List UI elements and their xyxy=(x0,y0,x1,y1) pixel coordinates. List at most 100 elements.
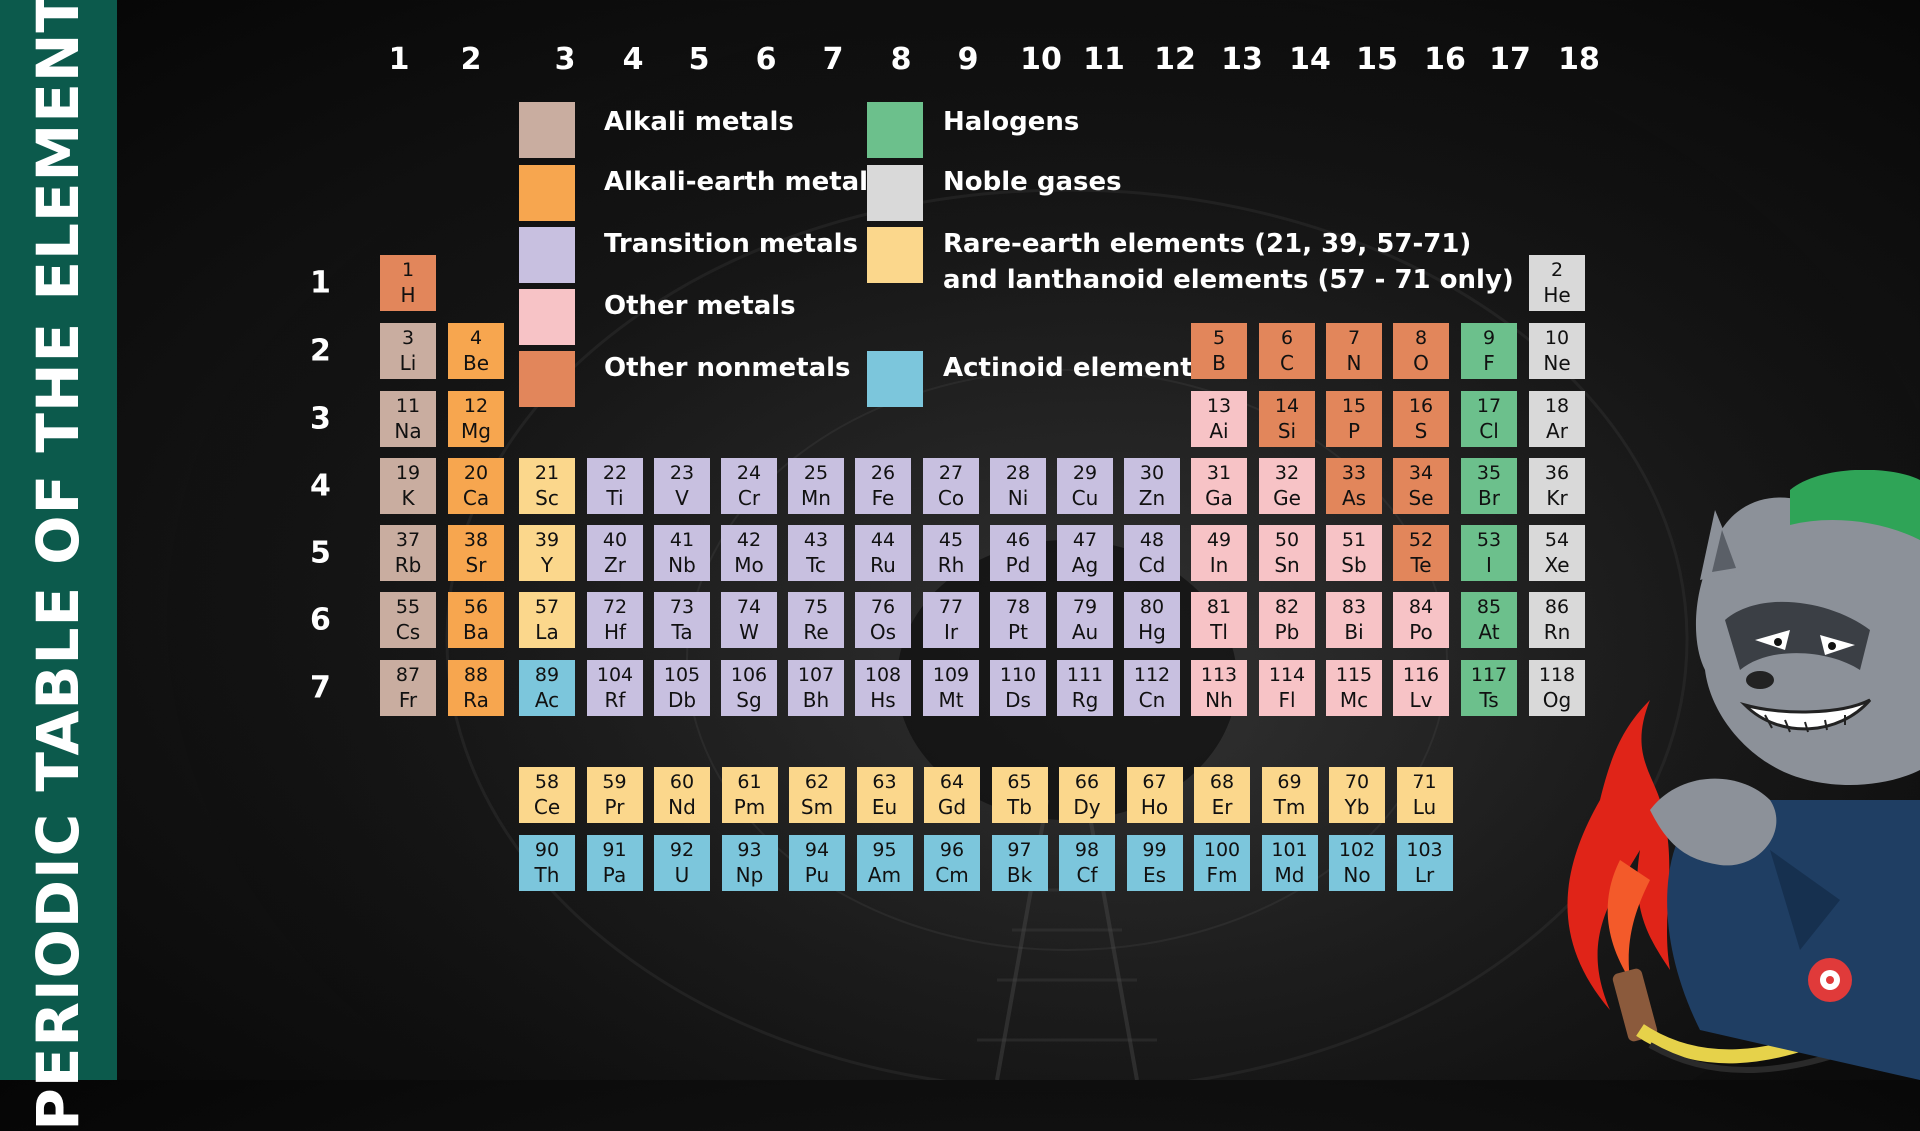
atomic-number: 41 xyxy=(669,529,695,551)
group-label: 10 xyxy=(1020,42,1062,77)
element-cell: 105 Db xyxy=(654,660,710,716)
atomic-number: 90 xyxy=(534,839,560,861)
legend-label-line: Rare-earth elements (21, 39, 57-71) xyxy=(943,229,1472,259)
atomic-number: 33 xyxy=(1341,462,1367,484)
atomic-number: 43 xyxy=(803,529,829,551)
element-symbol: Li xyxy=(399,351,417,375)
atomic-number: 115 xyxy=(1335,664,1373,686)
group-label: 8 xyxy=(890,42,912,77)
element-symbol: Fl xyxy=(1278,688,1296,712)
element-symbol: Lr xyxy=(1414,863,1435,887)
element-symbol: Po xyxy=(1409,620,1433,644)
element-cell: 45 Rh xyxy=(923,525,979,581)
group-label: 9 xyxy=(957,42,979,77)
atomic-number: 63 xyxy=(872,771,897,793)
element-symbol: Hs xyxy=(870,688,896,712)
element-cell: 61 Pm xyxy=(721,767,778,823)
element-cell: 106 Sg xyxy=(721,660,777,716)
legend-label-alkali: Alkali metals xyxy=(604,107,794,137)
atomic-number: 23 xyxy=(669,462,695,484)
legend-label-line: Other nonmetals xyxy=(604,353,851,383)
element-symbol: Cs xyxy=(395,620,421,644)
element-symbol: Rg xyxy=(1071,688,1099,712)
atomic-number: 65 xyxy=(1007,771,1032,793)
element-cell: 91 Pa xyxy=(586,835,643,891)
element-symbol: Zr xyxy=(604,553,626,577)
atomic-number: 74 xyxy=(736,596,762,618)
atomic-number: 60 xyxy=(669,771,695,793)
group-label: 16 xyxy=(1424,42,1466,77)
atomic-number: 67 xyxy=(1142,771,1167,793)
element-symbol: Bi xyxy=(1344,620,1364,644)
element-cell: 86 Rn xyxy=(1529,592,1585,648)
element-cell: 14 Si xyxy=(1259,391,1315,447)
atomic-number: 58 xyxy=(534,771,560,793)
group-label: 14 xyxy=(1289,42,1331,77)
element-cell: 54 Xe xyxy=(1529,525,1585,581)
atomic-number: 30 xyxy=(1139,462,1165,484)
atomic-number: 37 xyxy=(395,529,421,551)
legend-label-halogen: Halogens xyxy=(943,107,1079,137)
element-cell: 52 Te xyxy=(1393,525,1449,581)
element-symbol: Sg xyxy=(736,688,762,712)
atomic-number: 9 xyxy=(1482,327,1496,349)
atomic-number: 61 xyxy=(737,771,762,793)
legend-label-line: Other metals xyxy=(604,291,796,321)
element-symbol: Sc xyxy=(535,486,559,510)
element-symbol: Bh xyxy=(802,688,830,712)
element-cell: 23 V xyxy=(654,458,710,514)
element-cell: 96 Cm xyxy=(924,835,980,891)
element-symbol: Ac xyxy=(534,688,560,712)
element-symbol: Co xyxy=(937,486,965,510)
element-symbol: Pb xyxy=(1274,620,1300,644)
atomic-number: 94 xyxy=(804,839,830,861)
atomic-number: 40 xyxy=(602,529,628,551)
element-symbol: Pa xyxy=(602,863,627,887)
element-symbol: Au xyxy=(1071,620,1099,644)
legend-label-line: Halogens xyxy=(943,107,1080,137)
element-cell: 50 Sn xyxy=(1259,525,1315,581)
page-title: PERIODIC TABLE OF THE ELEMENTS xyxy=(24,0,92,1131)
atomic-number: 96 xyxy=(939,839,965,861)
element-symbol: Rf xyxy=(604,688,626,712)
period-label: 7 xyxy=(310,670,331,706)
atomic-number: 82 xyxy=(1274,596,1300,618)
element-symbol: Cl xyxy=(1479,419,1499,443)
element-symbol: I xyxy=(1486,553,1492,577)
atomic-number: 84 xyxy=(1408,596,1434,618)
element-symbol: H xyxy=(400,283,416,307)
element-cell: 80 Hg xyxy=(1124,592,1180,648)
element-symbol: Hg xyxy=(1138,620,1166,644)
legend-label-line: Noble gases xyxy=(943,167,1122,197)
atomic-number: 73 xyxy=(669,596,695,618)
element-cell: 68 Er xyxy=(1194,767,1250,823)
element-cell: 117 Ts xyxy=(1461,660,1517,716)
atomic-number: 62 xyxy=(804,771,830,793)
element-symbol: Ti xyxy=(606,486,624,510)
group-label: 3 xyxy=(554,42,576,77)
period-label: 3 xyxy=(310,401,331,437)
atomic-number: 75 xyxy=(803,596,829,618)
atomic-number: 89 xyxy=(534,664,560,686)
element-symbol: Re xyxy=(803,620,829,644)
element-symbol: Tc xyxy=(806,553,826,577)
atomic-number: 17 xyxy=(1476,395,1502,417)
element-symbol: K xyxy=(401,486,415,510)
element-cell: 34 Se xyxy=(1393,458,1449,514)
atomic-number: 70 xyxy=(1344,771,1370,793)
group-label: 4 xyxy=(622,42,644,77)
atomic-number: 81 xyxy=(1206,596,1232,618)
element-symbol: Zn xyxy=(1138,486,1166,510)
element-cell: 114 Fl xyxy=(1259,660,1315,716)
atomic-number: 27 xyxy=(938,462,964,484)
element-symbol: Pd xyxy=(1005,553,1031,577)
period-label: 6 xyxy=(310,602,331,638)
atomic-number: 114 xyxy=(1268,664,1306,686)
element-cell: 16 S xyxy=(1393,391,1449,447)
atomic-number: 8 xyxy=(1414,327,1428,349)
raccoon-welder-icon xyxy=(1567,470,1920,1080)
legend-swatch-halogen xyxy=(867,102,923,158)
legend-swatch-rare xyxy=(867,227,923,283)
element-symbol: Na xyxy=(394,419,422,443)
